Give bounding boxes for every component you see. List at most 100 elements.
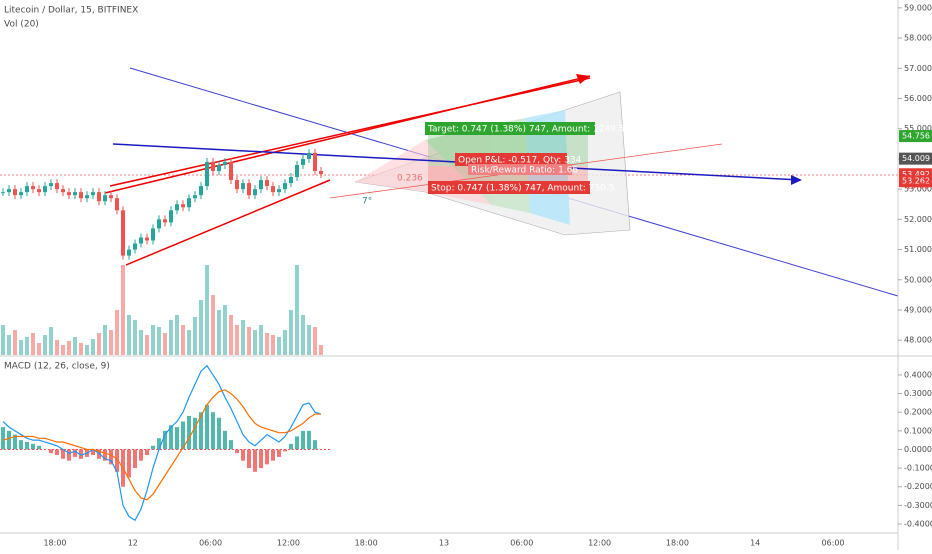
volume-bar	[229, 315, 233, 355]
x-tick-label: 12:00	[588, 539, 611, 548]
candle	[295, 164, 299, 178]
macd-label: MACD (12, 26, close, 9)	[4, 362, 110, 372]
histogram-bar	[211, 412, 215, 450]
y-tick-label: 58.000	[904, 34, 932, 43]
candle	[169, 210, 173, 223]
price-badge-label: 53.262	[902, 177, 930, 186]
macd-tick-label: 0.4000	[904, 370, 932, 379]
histogram-bar	[103, 449, 107, 461]
candle	[157, 219, 161, 229]
candle	[61, 189, 65, 193]
volume-bar	[37, 343, 41, 355]
y-tick-label: 48.000	[904, 336, 932, 345]
candle	[247, 183, 251, 196]
volume-bar	[235, 325, 239, 355]
volume-bar	[157, 327, 161, 355]
volume-bar	[205, 265, 209, 355]
volume-bar	[91, 339, 95, 355]
histogram-bar	[223, 430, 227, 450]
histogram-bar	[139, 449, 143, 461]
candle	[121, 210, 125, 256]
candle	[181, 204, 185, 208]
candle	[49, 183, 53, 187]
y-tick-label: 57.000	[904, 64, 932, 73]
volume-bar	[241, 320, 245, 355]
candle	[37, 189, 41, 193]
volume-bar	[25, 337, 29, 355]
macd-tick-label: -0.3000	[904, 501, 932, 510]
candle	[67, 192, 71, 196]
volume-bar	[223, 305, 227, 355]
candle	[211, 161, 215, 172]
candle	[319, 171, 323, 175]
candle	[127, 249, 131, 256]
title: Litecoin / Dollar, 15, BITFINEX	[4, 6, 138, 16]
price-badge	[899, 130, 932, 143]
volume-bar	[163, 333, 167, 355]
volume-bar	[271, 335, 275, 355]
histogram-bar	[169, 425, 173, 450]
x-tick-label: 06:00	[510, 539, 533, 548]
volume-bar	[259, 325, 263, 355]
volume-bar	[97, 333, 101, 355]
volume-bar	[121, 265, 125, 355]
histogram-bar	[229, 440, 233, 450]
volume-bar	[115, 310, 119, 355]
volume-bar	[217, 310, 221, 355]
histogram-bar	[133, 449, 137, 469]
macd-tick-label: -0.1000	[904, 464, 932, 473]
macd-tick-label: 0.2000	[904, 408, 932, 417]
macd-tick-label: -0.2000	[904, 482, 932, 491]
x-tick-label: 14	[750, 539, 760, 548]
candle	[13, 189, 17, 196]
candle	[229, 161, 233, 181]
x-tick-label: 18:00	[43, 539, 66, 548]
volume-bar	[73, 337, 77, 355]
volume-bar	[313, 327, 317, 355]
histogram-bar	[259, 449, 263, 469]
histogram-bar	[205, 404, 209, 450]
volume-bar	[181, 325, 185, 355]
candle	[253, 189, 257, 196]
volume-bar	[277, 337, 281, 355]
candle	[241, 183, 245, 190]
candle	[7, 189, 11, 193]
macd-tick-label: -0.4000	[904, 519, 932, 528]
volume-bar	[319, 345, 323, 355]
histogram-bar	[289, 443, 293, 450]
histogram-bar	[37, 445, 41, 450]
volume-bar	[55, 340, 59, 355]
candle	[271, 186, 275, 193]
candle	[31, 186, 35, 190]
histogram-bar	[67, 449, 71, 461]
y-tick-label: 59.000	[904, 3, 932, 12]
histogram-bar	[151, 445, 155, 450]
volume-bar	[307, 325, 311, 355]
volume-bar	[139, 330, 143, 355]
candle	[223, 161, 227, 165]
candle	[217, 164, 221, 172]
candle	[187, 198, 191, 208]
histogram-bar	[25, 442, 29, 450]
histogram-bar	[97, 449, 101, 459]
candle	[73, 192, 77, 196]
histogram-bar	[277, 449, 281, 457]
volume-bar	[7, 335, 11, 355]
histogram-bar	[157, 438, 161, 450]
histogram-bar	[31, 443, 35, 450]
histogram-bar	[253, 449, 257, 472]
volume-bar	[127, 315, 131, 355]
pl-box	[455, 153, 567, 166]
candle	[307, 152, 311, 159]
volume-bar	[85, 345, 89, 355]
histogram-bar	[115, 449, 119, 472]
volume-bar	[193, 317, 197, 355]
volume-bar	[151, 325, 155, 355]
y-tick-label: 49.000	[904, 305, 932, 314]
volume-bar	[109, 330, 113, 355]
histogram-bar	[247, 449, 251, 469]
macd-tick-label: 0.0000	[904, 445, 932, 454]
volume-bar	[301, 315, 305, 355]
